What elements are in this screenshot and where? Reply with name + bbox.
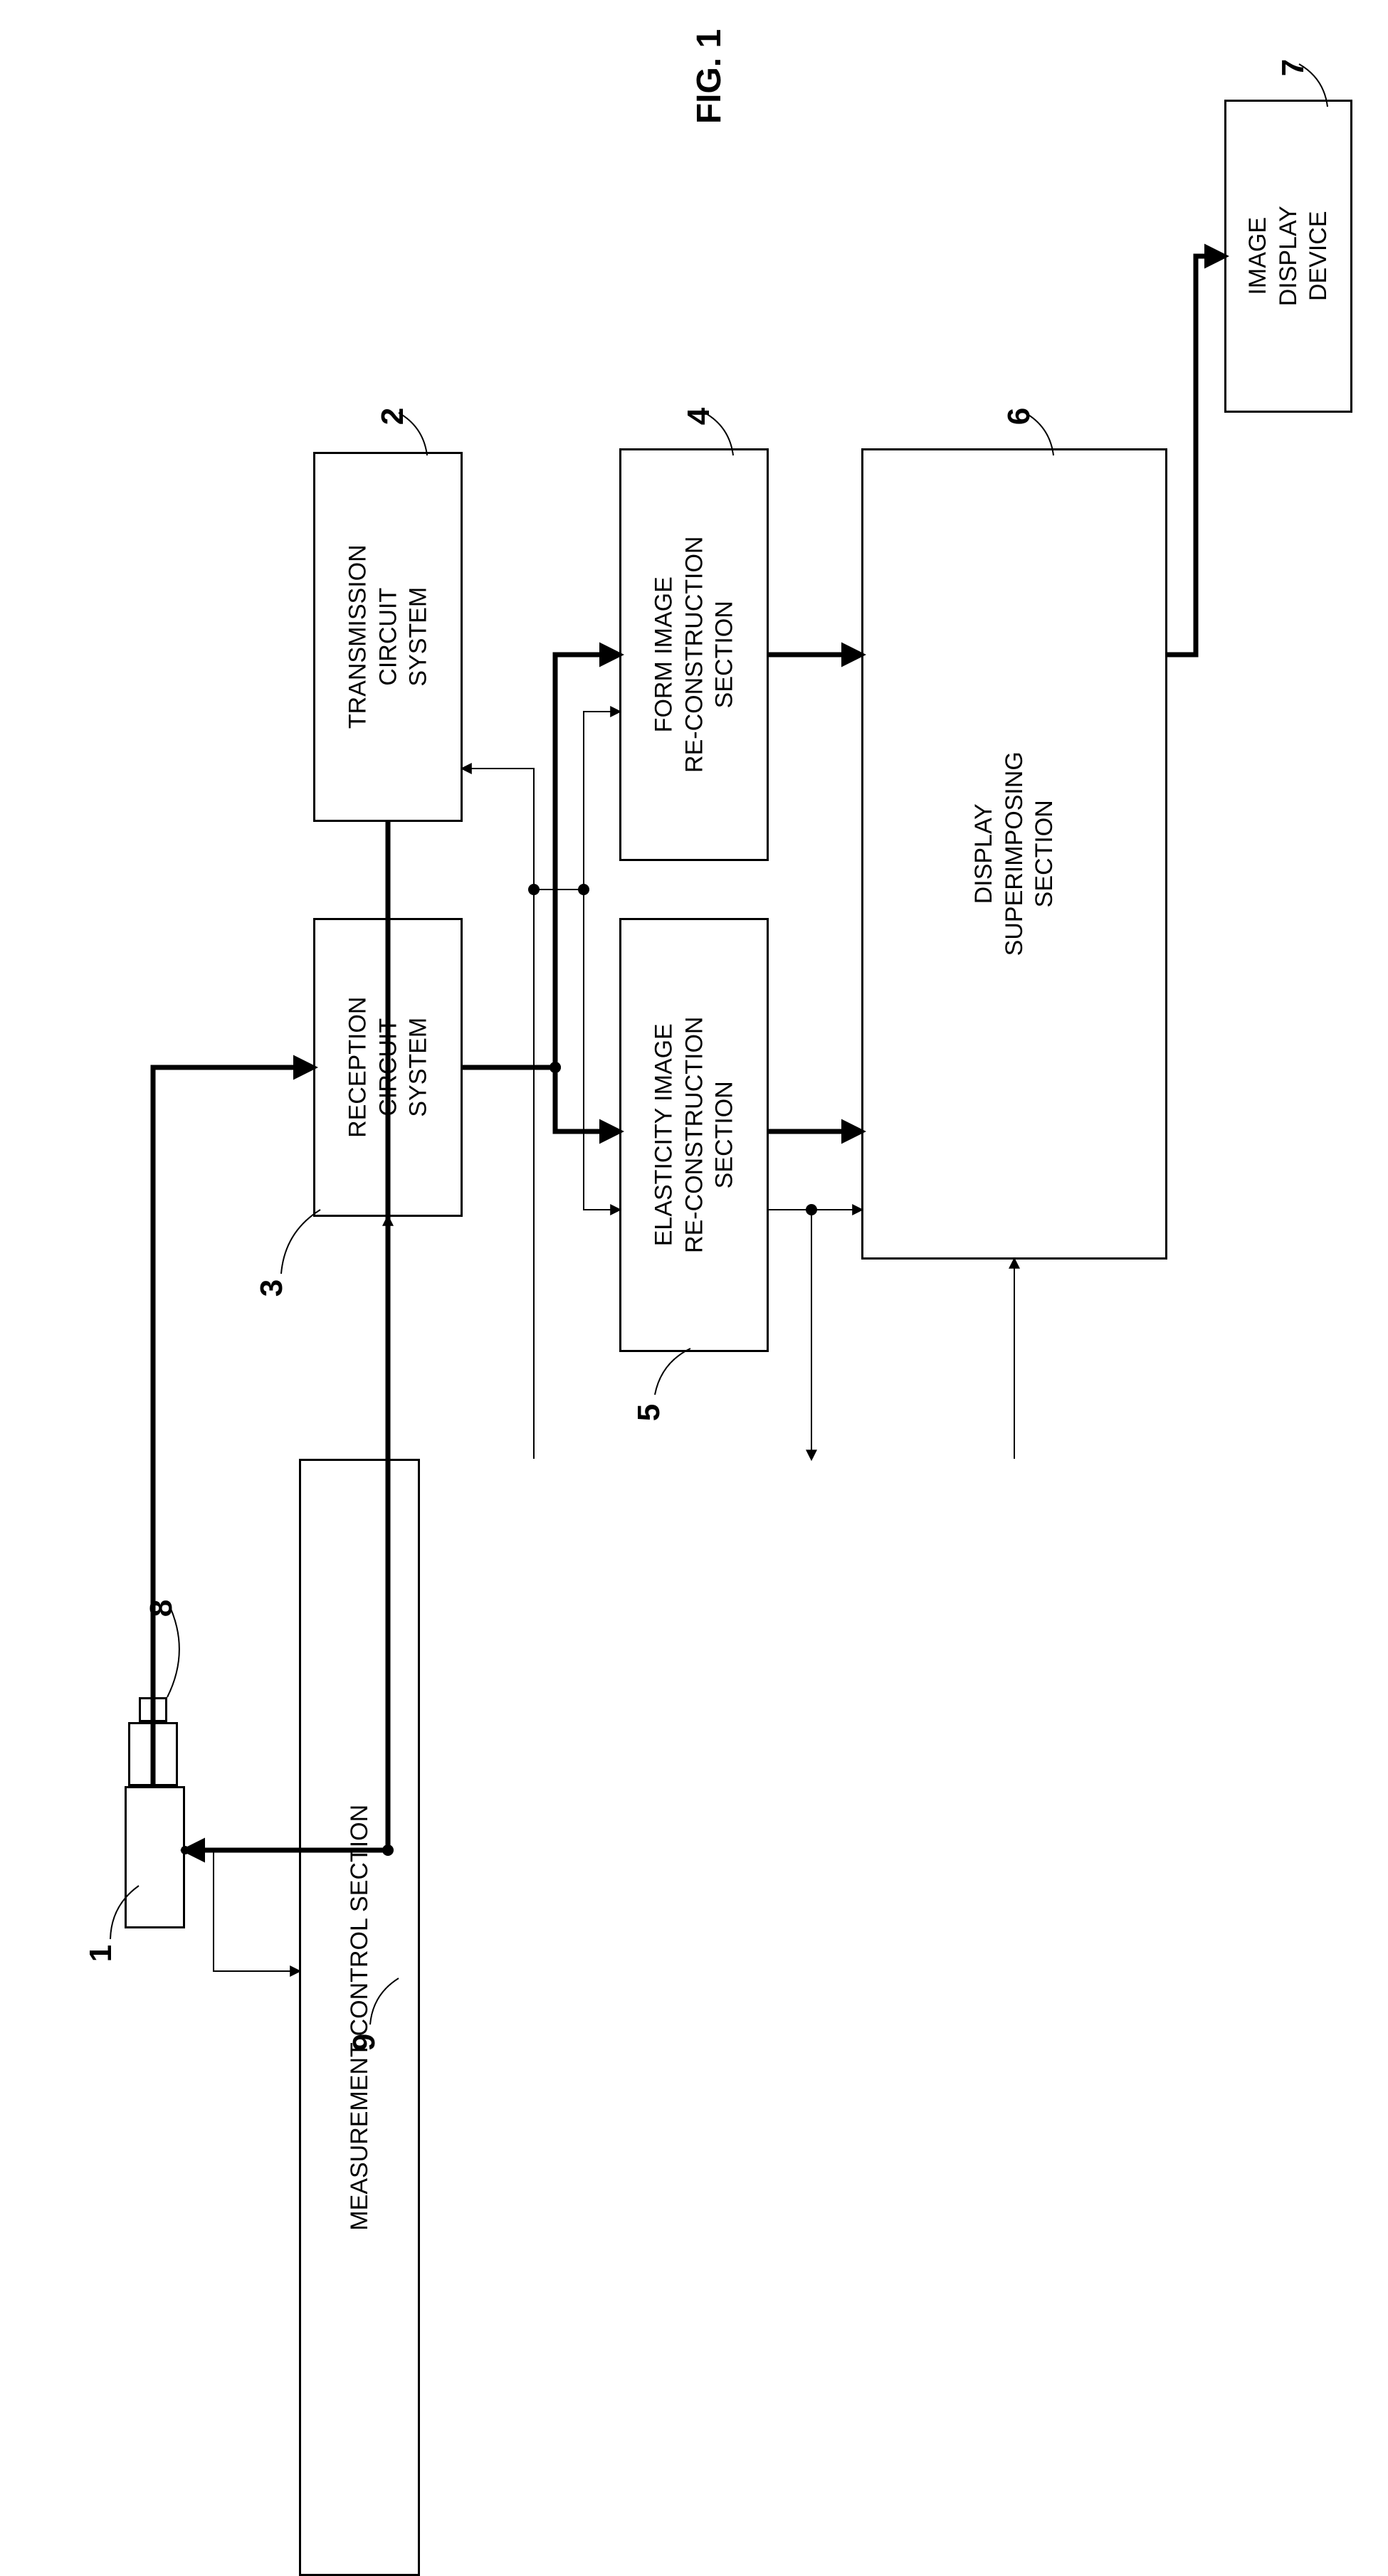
block-9-label: MEASUREMENT CONTROL SECTION xyxy=(345,1805,375,2231)
ref-label-8: 8 xyxy=(144,1600,179,1617)
block-2-label: TRANSMISSION CIRCUIT SYSTEM xyxy=(342,545,433,729)
probe-head xyxy=(128,1722,178,1786)
ref-label-7: 7 xyxy=(1276,59,1311,76)
block-image-display-device: IMAGE DISPLAY DEVICE xyxy=(1224,100,1352,413)
block-display-superimposing-section: DISPLAY SUPERIMPOSING SECTION xyxy=(861,448,1167,1260)
block-4-label: FORM IMAGE RE-CONSTRUCTION SECTION xyxy=(648,537,740,773)
ref-label-9: 9 xyxy=(347,2034,382,2051)
block-reception-circuit-system: RECEPTION CIRCUIT SYSTEM xyxy=(313,918,463,1217)
ref-label-3: 3 xyxy=(254,1279,290,1297)
block-elasticity-image-reconstruction: ELASTICITY IMAGE RE-CONSTRUCTION SECTION xyxy=(619,918,769,1352)
ref-label-4: 4 xyxy=(681,408,717,425)
block-6-label: DISPLAY SUPERIMPOSING SECTION xyxy=(969,751,1060,956)
block-3-label: RECEPTION CIRCUIT SYSTEM xyxy=(342,997,433,1138)
block-7-label: IMAGE DISPLAY DEVICE xyxy=(1243,206,1334,306)
figure-title: FIG. 1 xyxy=(690,29,729,124)
probe-tip xyxy=(139,1697,167,1722)
diagram-canvas: FIG. 1 TRANSMISSION CIRCUIT SYSTEM RECEP… xyxy=(0,0,1388,2055)
ref-label-6: 6 xyxy=(1001,408,1037,425)
ref-label-1: 1 xyxy=(83,1945,119,1962)
figure-title-text: FIG. 1 xyxy=(690,29,728,124)
block-transmission-circuit-system: TRANSMISSION CIRCUIT SYSTEM xyxy=(313,452,463,822)
ref-label-5: 5 xyxy=(631,1404,667,1421)
ref-label-2: 2 xyxy=(375,408,411,425)
block-5-label: ELASTICITY IMAGE RE-CONSTRUCTION SECTION xyxy=(648,1017,740,1253)
probe-body xyxy=(125,1786,185,1928)
block-form-image-reconstruction: FORM IMAGE RE-CONSTRUCTION SECTION xyxy=(619,448,769,861)
block-measurement-control-section: MEASUREMENT CONTROL SECTION xyxy=(299,1459,420,2576)
